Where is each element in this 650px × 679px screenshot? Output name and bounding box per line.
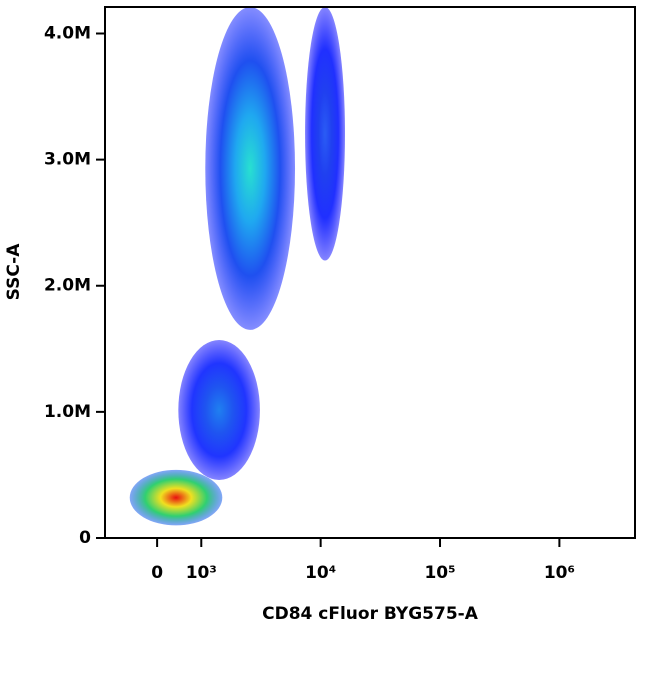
population bbox=[129, 469, 223, 526]
x-tick-label: 10⁵ bbox=[424, 563, 455, 583]
x-tick-label: 10⁴ bbox=[305, 563, 336, 583]
y-tick-label: 0 bbox=[79, 528, 91, 548]
x-axis-title: CD84 cFluor BYG575-A bbox=[262, 604, 479, 624]
y-tick-label: 1.0M bbox=[44, 402, 91, 422]
x-tick-label: 0 bbox=[151, 563, 163, 583]
y-tick-label: 2.0M bbox=[44, 276, 91, 296]
population bbox=[305, 7, 346, 261]
plot-frame bbox=[104, 6, 636, 539]
y-tick-label: 3.0M bbox=[44, 150, 91, 170]
population bbox=[205, 7, 296, 330]
y-axis-title: SSC-A bbox=[4, 243, 24, 301]
x-tick-label: 10³ bbox=[186, 563, 217, 583]
x-tick-label: 10⁶ bbox=[544, 563, 575, 583]
y-tick-label: 4.0M bbox=[44, 23, 91, 43]
population bbox=[178, 339, 260, 480]
